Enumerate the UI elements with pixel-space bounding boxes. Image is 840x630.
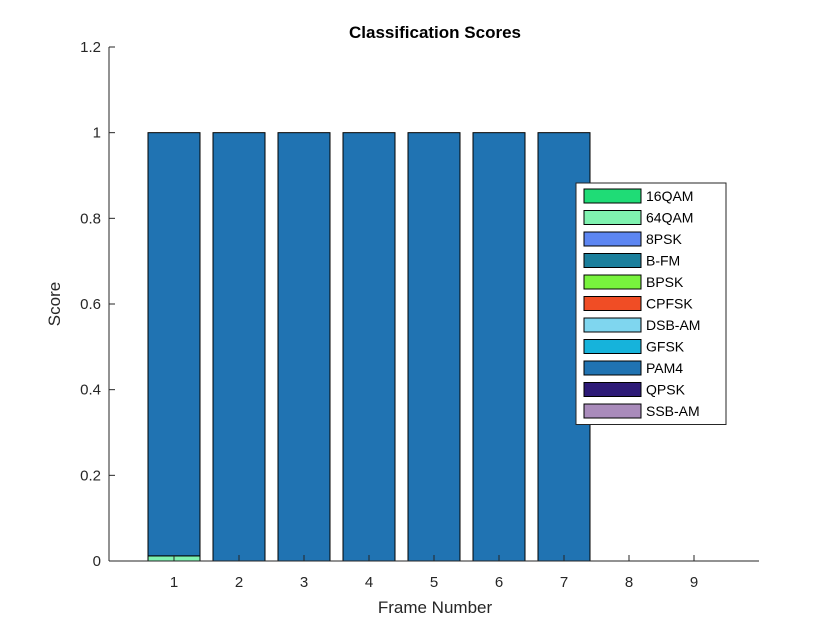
legend-swatch-gfsk [583, 339, 642, 354]
y-tick-label: 1.2 [80, 39, 101, 56]
x-tick-label: 8 [625, 574, 633, 591]
bar-3-pam4 [277, 132, 331, 562]
x-tick-label: 7 [560, 574, 568, 591]
legend-label-pam4: PAM4 [646, 360, 683, 376]
legend-label-b-fm: B-FM [646, 253, 680, 269]
x-axis-label: Frame Number [378, 598, 493, 617]
legend: 16QAM 64QAM 8PSK B-FM BPSK CPFSK DSB-AM GFSK PAM… [575, 182, 727, 425]
legend-swatch-8psk [583, 231, 642, 247]
legend-swatch-ssb-am [583, 403, 642, 419]
bar-2-pam4 [212, 132, 266, 562]
legend-swatch-cpfsk [583, 296, 642, 311]
tick-labels: 0 0.2 0.4 0.6 0.8 1 1.2 1 2 3 4 5 6 7 8 9 [80, 39, 698, 591]
legend-swatch-64qam [583, 210, 642, 225]
bar-1-pam4 [147, 132, 201, 557]
chart-title: Classification Scores [349, 23, 521, 42]
y-axis-label: Score [45, 282, 64, 326]
x-tick-label: 3 [300, 574, 308, 591]
y-tick-label: 0.8 [80, 210, 101, 227]
y-tick-label: 0.6 [80, 296, 101, 313]
legend-swatch-pam4 [583, 360, 642, 376]
bar-5-pam4 [407, 132, 461, 562]
legend-label-16qam: 16QAM [646, 188, 693, 204]
legend-swatch-16qam [583, 188, 642, 204]
legend-label-cpfsk: CPFSK [646, 296, 693, 312]
legend-label-gfsk: GFSK [646, 339, 685, 355]
y-tick-label: 0.4 [80, 382, 101, 399]
bar-6-pam4 [472, 132, 526, 562]
legend-swatch-dsb-am [583, 317, 642, 333]
legend-swatch-qpsk [583, 382, 642, 397]
legend-swatch-bpsk [583, 274, 642, 290]
x-tick-label: 1 [170, 574, 178, 591]
legend-label-8psk: 8PSK [646, 231, 682, 247]
x-tick-label: 2 [235, 574, 243, 591]
legend-label-qpsk: QPSK [646, 382, 686, 398]
y-tick-label: 0.2 [80, 467, 101, 484]
x-tick-label: 9 [690, 574, 698, 591]
legend-swatch-b-fm [583, 253, 642, 268]
bar-4-pam4 [342, 132, 396, 562]
y-tick-label: 1 [93, 125, 101, 142]
plot-area [147, 132, 591, 562]
legend-label-64qam: 64QAM [646, 210, 693, 226]
x-tick-label: 5 [430, 574, 438, 591]
y-tick-label: 0 [93, 553, 101, 570]
axes [108, 46, 759, 562]
legend-label-dsb-am: DSB-AM [646, 317, 700, 333]
x-tick-label: 6 [495, 574, 503, 591]
legend-label-bpsk: BPSK [646, 274, 684, 290]
legend-label-ssb-am: SSB-AM [646, 403, 700, 419]
x-tick-label: 4 [365, 574, 373, 591]
